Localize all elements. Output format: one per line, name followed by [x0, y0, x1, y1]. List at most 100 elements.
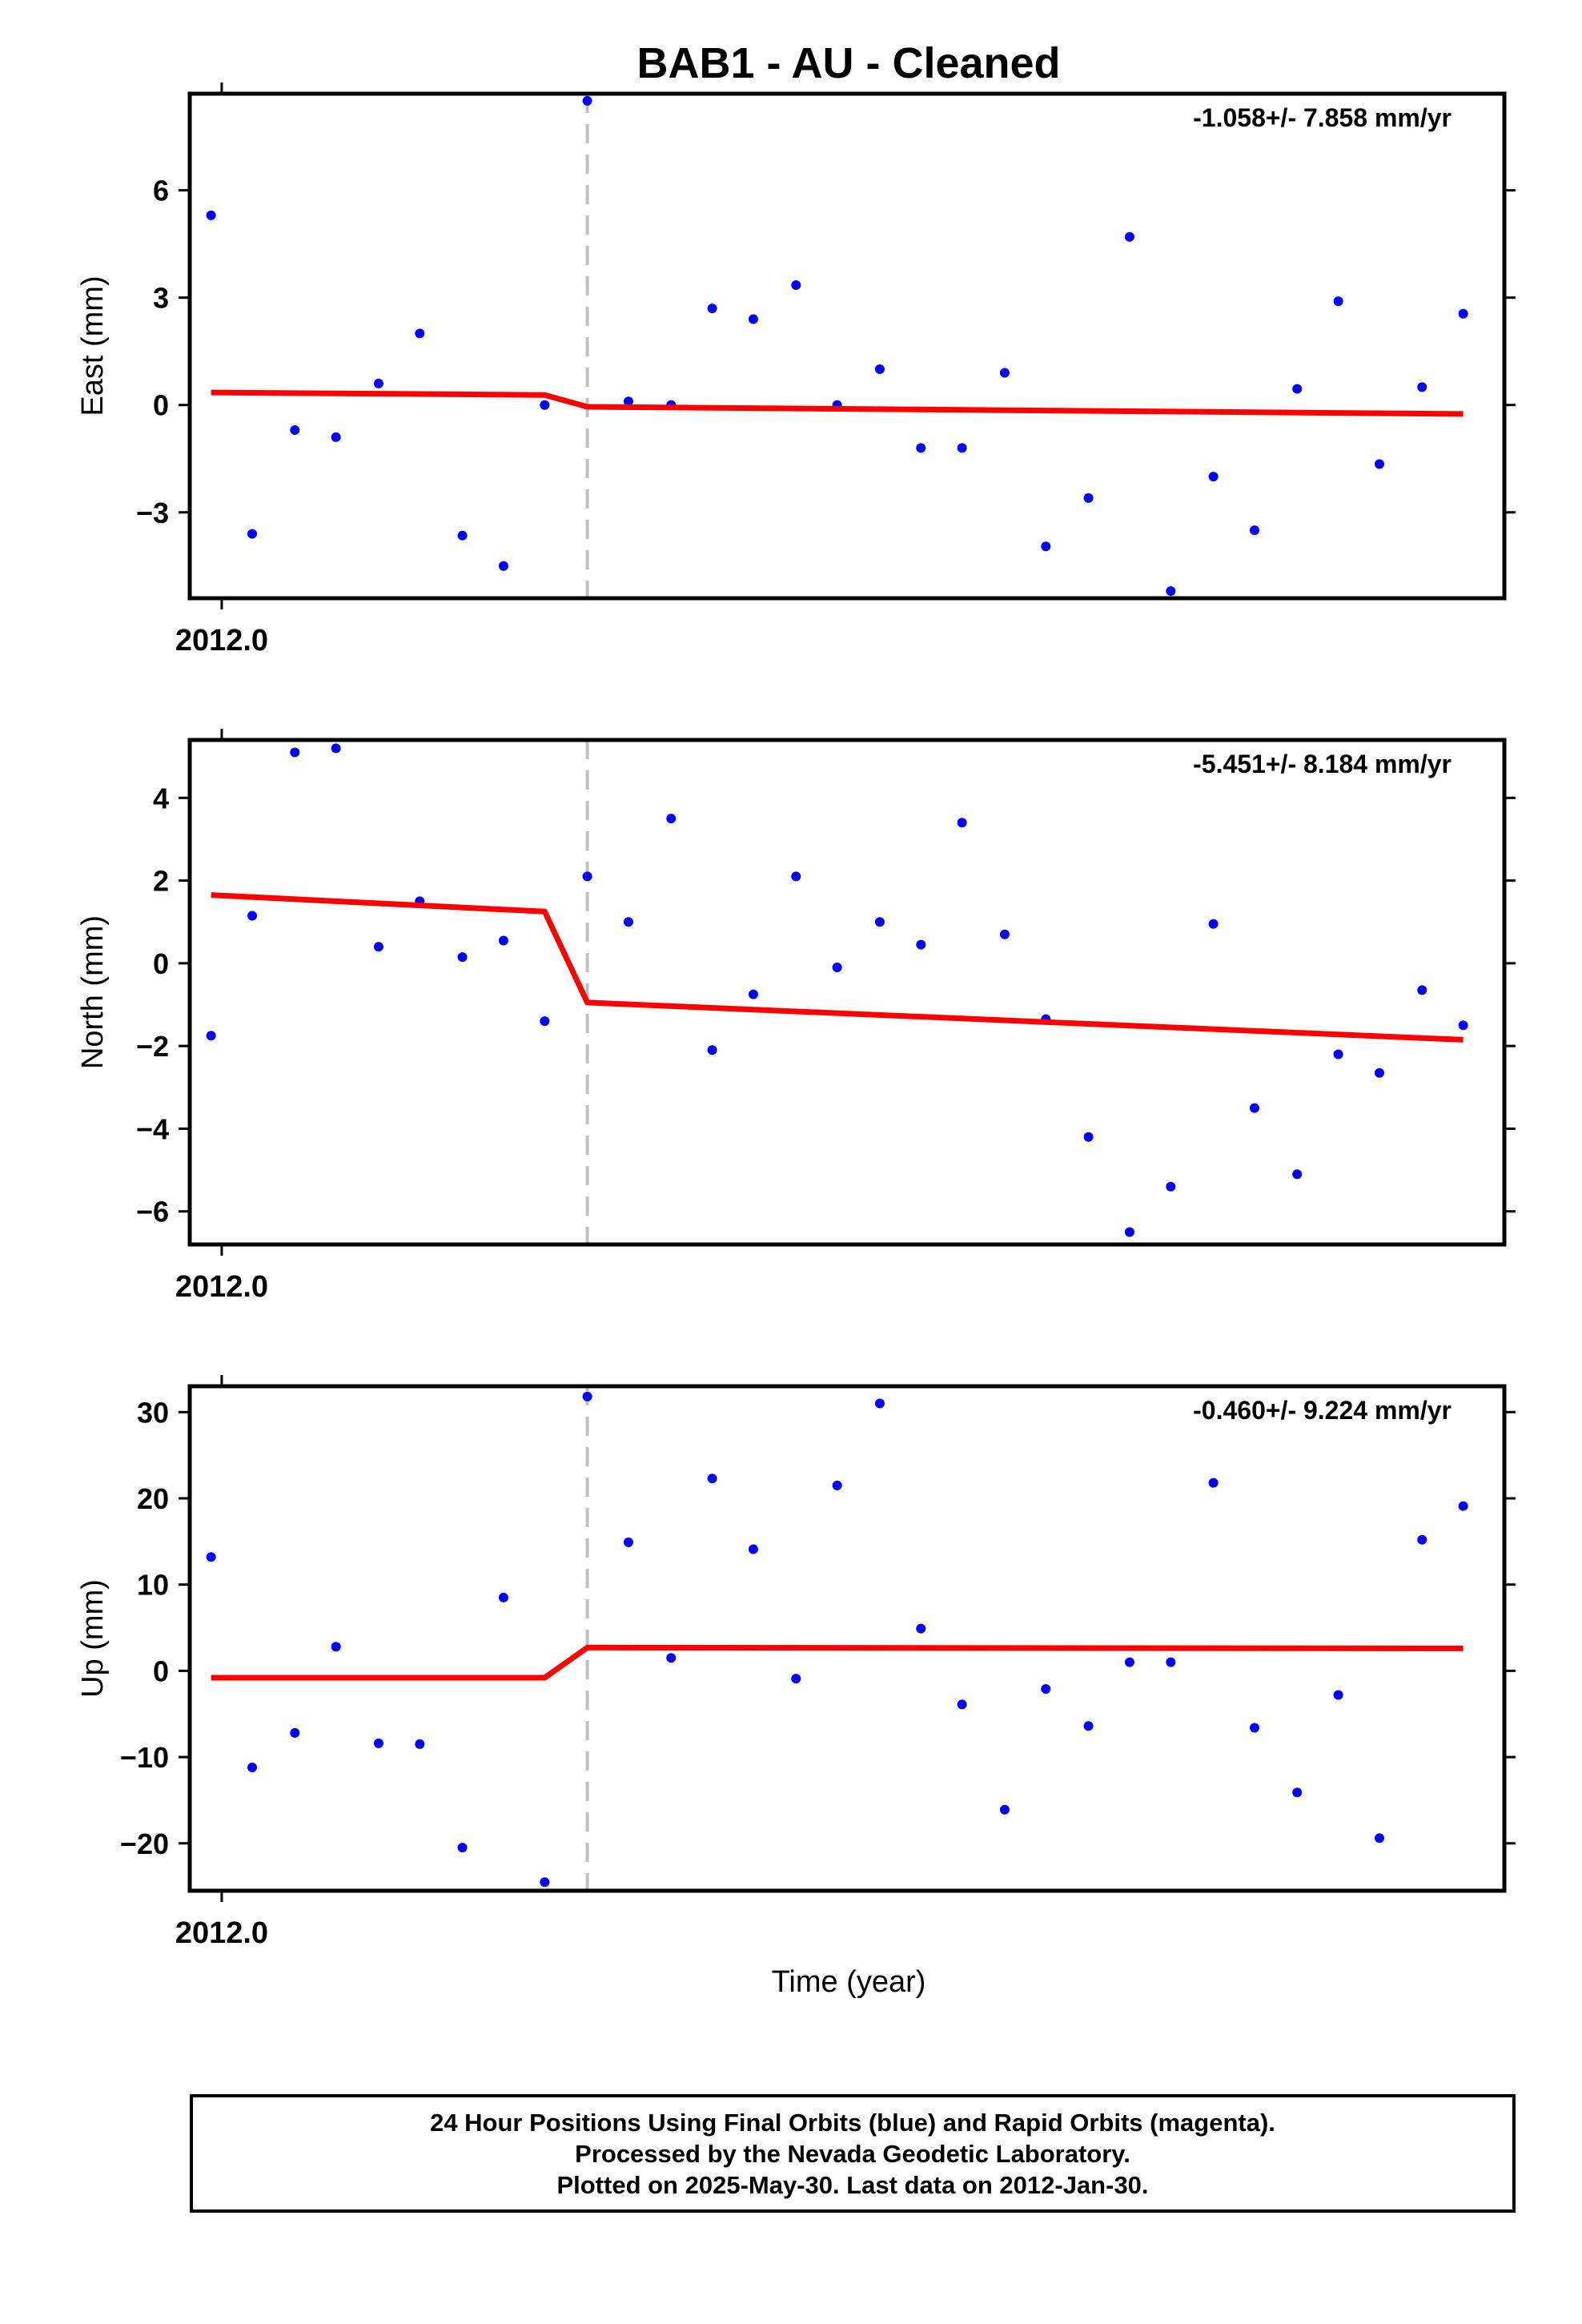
data-point	[206, 210, 216, 220]
data-point	[1208, 1478, 1219, 1488]
data-point	[498, 1592, 508, 1602]
data-point	[540, 1016, 550, 1027]
data-point	[1458, 1020, 1468, 1031]
panel-east: −3 0 3 6 2012.0 East (mm) -1.058+/- 7.858 mm/y…	[76, 82, 1516, 657]
data-point	[1208, 472, 1219, 482]
data-point	[957, 1699, 967, 1710]
x-tick-label: 2012.0	[175, 624, 268, 657]
y-tick-label: −6	[136, 1196, 169, 1228]
data-point	[623, 917, 633, 927]
y-tick-label: 0	[153, 389, 169, 422]
data-point	[791, 871, 801, 882]
data-point	[290, 747, 300, 758]
data-point	[1333, 296, 1343, 307]
data-point	[1041, 541, 1051, 552]
data-point	[999, 1804, 1010, 1815]
data-point	[874, 1398, 885, 1409]
data-point	[916, 443, 926, 453]
data-point	[1249, 525, 1259, 536]
data-point	[290, 1727, 300, 1738]
data-point	[1292, 384, 1303, 394]
y-tick-label: 3	[153, 282, 169, 315]
data-point	[748, 1544, 758, 1554]
data-point	[498, 561, 508, 571]
data-point	[916, 1623, 926, 1634]
data-point	[582, 871, 592, 882]
data-point	[1374, 1068, 1384, 1078]
data-point	[1417, 382, 1427, 392]
y-tick-label: 10	[137, 1569, 169, 1602]
data-point	[457, 530, 468, 541]
chart-title: BAB1 - AU - Cleaned	[636, 39, 1060, 87]
y-tick-label: −2	[136, 1030, 169, 1063]
data-point	[999, 929, 1010, 939]
y-axis-label: East (mm)	[76, 275, 110, 416]
footer-caption: 24 Hour Positions Using Final Orbits (bl…	[190, 2094, 1516, 2213]
data-point	[206, 1552, 216, 1562]
data-point	[791, 280, 801, 291]
data-point	[373, 378, 383, 388]
rate-label: -0.460+/- 9.224 mm/yr	[1193, 1396, 1452, 1425]
fit-line	[211, 389, 1464, 417]
data-point	[206, 1031, 216, 1041]
data-point	[1333, 1690, 1343, 1700]
data-point	[1249, 1723, 1259, 1733]
data-point	[707, 1474, 717, 1484]
y-axis-label: Up (mm)	[76, 1579, 110, 1698]
y-tick-label: −3	[136, 497, 169, 529]
data-point	[1249, 1103, 1259, 1113]
data-point	[373, 1738, 383, 1748]
plot-frame	[187, 1384, 1507, 1893]
fit-line	[211, 1644, 1464, 1681]
data-point	[1417, 985, 1427, 995]
data-point	[1124, 231, 1134, 242]
y-tick-label: 20	[137, 1482, 169, 1515]
data-point	[540, 400, 550, 410]
data-point	[1041, 1684, 1051, 1694]
y-tick-label: 6	[153, 175, 169, 207]
data-point	[290, 425, 300, 435]
data-point	[1458, 308, 1468, 319]
y-tick-label: 4	[153, 782, 169, 814]
data-point	[582, 95, 592, 106]
data-point	[666, 1653, 677, 1663]
footer-line-1: 24 Hour Positions Using Final Orbits (bl…	[430, 2108, 1275, 2137]
data-point	[498, 935, 508, 946]
data-point	[1374, 459, 1384, 469]
data-point	[457, 1843, 468, 1853]
data-point	[1166, 586, 1176, 597]
data-point	[874, 917, 885, 927]
data-point	[415, 1739, 425, 1749]
rate-label: -1.058+/- 7.858 mm/yr	[1193, 103, 1452, 132]
data-point	[791, 1674, 801, 1684]
data-point	[540, 1877, 550, 1888]
x-tick-label: 2012.0	[175, 1270, 268, 1304]
footer-line-3: Plotted on 2025-May-30. Last data on 201…	[556, 2170, 1149, 2199]
data-point	[916, 939, 926, 950]
y-tick-label: −4	[136, 1112, 169, 1145]
data-point	[331, 1642, 341, 1652]
data-point	[623, 1537, 633, 1547]
y-tick-label: 0	[153, 1655, 169, 1687]
y-axis-label: North (mm)	[76, 915, 110, 1069]
data-point	[623, 396, 633, 407]
data-point	[1166, 1657, 1176, 1667]
data-point	[748, 314, 758, 324]
x-axis-label: Time (year)	[772, 1965, 926, 1999]
footer-line-2: Processed by the Nevada Geodetic Laborat…	[575, 2139, 1130, 2168]
data-point	[415, 328, 425, 339]
y-tick-label: 0	[153, 947, 169, 980]
plot-frame	[187, 91, 1507, 601]
data-point	[457, 952, 468, 963]
data-point	[1083, 493, 1094, 503]
data-point	[331, 743, 341, 754]
data-point	[1458, 1501, 1468, 1511]
y-tick-label: 2	[153, 865, 169, 898]
y-tick-label: −20	[120, 1827, 169, 1860]
data-point	[874, 364, 885, 375]
y-tick-label: 30	[137, 1396, 169, 1429]
data-point	[247, 911, 258, 921]
data-point	[1208, 919, 1219, 929]
data-point	[957, 443, 967, 453]
data-point	[832, 1480, 842, 1490]
